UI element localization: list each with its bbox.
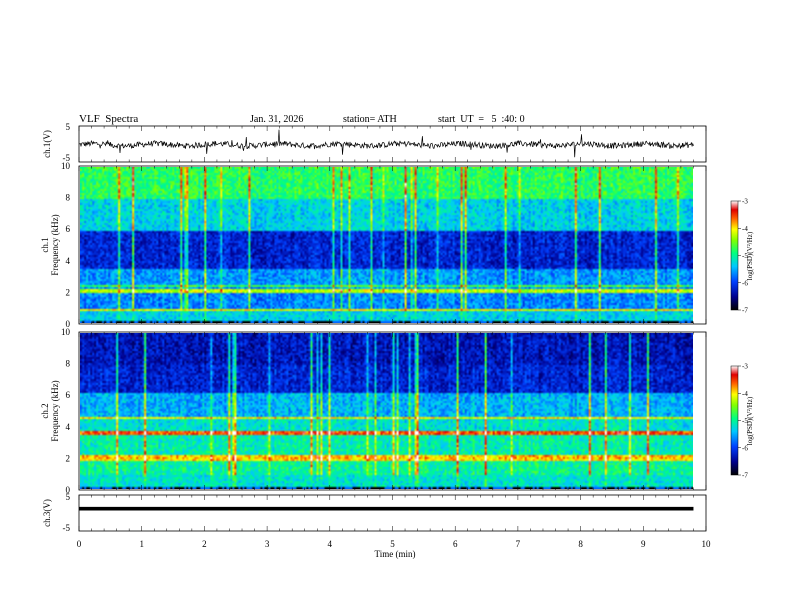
ch1-spectrogram-ytick: 8	[66, 193, 71, 203]
x-tick-label: 7	[516, 539, 521, 549]
ch2-spectrogram-ytick: 8	[66, 359, 71, 369]
ch1-spectrogram-ylabel-bottom: Frequency (kHz)	[50, 214, 60, 275]
ch3-ytick-top: 5	[66, 492, 71, 502]
start-time-label: start UT = 5 :40: 0	[438, 114, 525, 125]
ch2-colorbar-tick-label: -7	[742, 472, 748, 480]
ch1-spectrogram-ytick: 6	[66, 224, 71, 234]
ch1-colorbar-tick-label: -7	[742, 307, 748, 315]
ch2-colorbar-label: log(PSD)(V²/Hz)	[746, 396, 754, 445]
station-label: station= ATH	[343, 114, 397, 125]
ch1-colorbar-label: log(PSD)(V²/Hz)	[746, 231, 754, 280]
date-label: Jan. 31, 2026	[250, 114, 304, 125]
ch1-colorbar-tick-label: -3	[742, 198, 748, 206]
chart-title: VLF Spectra	[79, 113, 139, 125]
x-tick-label: 1	[139, 539, 144, 549]
ch3-ytick-bottom: -5	[63, 523, 71, 533]
ch2-colorbar	[730, 365, 739, 476]
x-tick-label: 2	[202, 539, 207, 549]
ch1-spectrogram-ylabel-top: ch.1	[40, 237, 50, 252]
ch2-spectrogram-ytick: 2	[66, 453, 71, 463]
ch2-colorbar-tick-label: -6	[742, 444, 748, 452]
ch1-spectrogram-ytick: 10	[61, 161, 71, 171]
ch2-spectrogram-ytick: 4	[66, 422, 71, 432]
ch1-colorbar	[730, 200, 739, 311]
ch1-colorbar-tick-label: -5	[742, 252, 748, 260]
ch1-colorbar-tick-label: -4	[742, 225, 748, 233]
ch1-colorbar-tick-label: -6	[742, 279, 748, 287]
ch1-spectrogram-ytick: 2	[66, 287, 71, 297]
ch2-colorbar-tick-label: -4	[742, 390, 748, 398]
ch1-ylabel: ch.1(V)	[42, 130, 52, 158]
x-tick-label: 3	[265, 539, 270, 549]
ch1-spectrogram-image	[80, 167, 693, 323]
ch1-waveform-frame	[78, 125, 707, 163]
ch3-waveform-frame	[78, 494, 707, 532]
ch2-spectrogram-ylabel-top: ch.2	[40, 403, 50, 418]
ch2-spectrogram-ytick: 10	[61, 327, 71, 337]
x-tick-label: 9	[641, 539, 646, 549]
ch1-spectrogram-ytick: 0	[66, 319, 71, 329]
x-tick-label: 5	[390, 539, 395, 549]
ch1-ytick-bottom: -5	[63, 153, 71, 163]
ch2-spectrogram-ytick: 0	[66, 485, 71, 495]
x-tick-label: 10	[702, 539, 712, 549]
x-tick-label: 8	[578, 539, 583, 549]
x-tick-label: 6	[453, 539, 458, 549]
ch2-colorbar-tick-label: -5	[742, 417, 748, 425]
x-axis-label: Time (min)	[375, 549, 416, 559]
ch2-spectrogram-image	[80, 333, 693, 489]
ch2-spectrogram-ytick: 6	[66, 390, 71, 400]
tick-marks	[78, 126, 707, 531]
ch1-ytick-top: 5	[66, 122, 71, 132]
ch2-colorbar-tick-label: -3	[742, 363, 748, 371]
x-tick-label: 0	[77, 539, 82, 549]
ch3-waveform-panel: 5 -5 ch.3(V) 0 1 2 3 4 5 6 7 8 9 10 Time (min)	[42, 492, 711, 559]
ch2-spectrogram-ylabel-bottom: Frequency (kHz)	[50, 380, 60, 441]
ch1-spectrogram-ytick: 4	[66, 256, 71, 266]
ch1-waveform-line	[78, 129, 694, 158]
ch3-ylabel: ch.3(V)	[42, 499, 52, 527]
x-tick-label: 4	[328, 539, 333, 549]
